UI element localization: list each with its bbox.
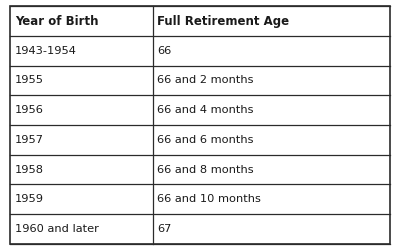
Text: Year of Birth: Year of Birth <box>15 14 98 28</box>
Text: 1957: 1957 <box>15 135 44 145</box>
Text: 66 and 10 months: 66 and 10 months <box>157 194 261 204</box>
Text: 66 and 6 months: 66 and 6 months <box>157 135 254 145</box>
Text: 67: 67 <box>157 224 172 234</box>
Text: 66: 66 <box>157 46 172 56</box>
Text: 1958: 1958 <box>15 164 44 174</box>
Text: 66 and 2 months: 66 and 2 months <box>157 76 254 86</box>
Text: 66 and 8 months: 66 and 8 months <box>157 164 254 174</box>
Text: 1956: 1956 <box>15 105 44 115</box>
Text: Full Retirement Age: Full Retirement Age <box>157 14 290 28</box>
Text: 1943-1954: 1943-1954 <box>15 46 77 56</box>
Text: 1960 and later: 1960 and later <box>15 224 99 234</box>
Text: 1959: 1959 <box>15 194 44 204</box>
Text: 1955: 1955 <box>15 76 44 86</box>
Text: 66 and 4 months: 66 and 4 months <box>157 105 254 115</box>
